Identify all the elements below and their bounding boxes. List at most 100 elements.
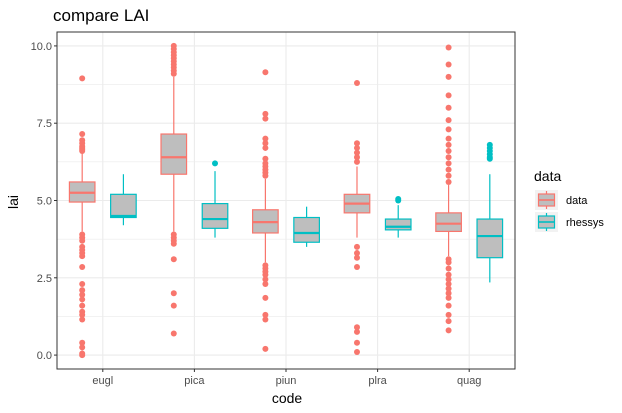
outlier-point <box>445 126 452 133</box>
legend-entry-rhessys: rhessys <box>535 212 604 232</box>
outlier-point <box>79 280 86 287</box>
outlier-point <box>79 352 86 359</box>
x-tick-label: eugl <box>92 375 113 387</box>
grid-major <box>57 32 515 369</box>
outlier-point <box>445 327 452 334</box>
outlier-point <box>353 80 360 87</box>
outlier-point <box>79 287 86 294</box>
legend-entry-data: data <box>535 190 588 210</box>
x-axis: eugl pica piun plra quag <box>92 369 481 387</box>
outlier-point <box>353 243 360 250</box>
outlier-point <box>353 149 360 156</box>
outlier-point <box>262 110 269 117</box>
x-tick-label: piun <box>276 375 297 387</box>
outlier-point <box>170 330 177 337</box>
outlier-point <box>262 294 269 301</box>
outlier-point <box>445 280 452 287</box>
box-rhessys-pica <box>201 160 229 238</box>
box-data-eugl <box>68 75 96 359</box>
y-tick-label: 10.0 <box>31 41 52 53</box>
outlier-point <box>445 302 452 309</box>
outlier-point <box>262 135 269 142</box>
outlier-point <box>445 73 452 80</box>
outlier-point <box>262 69 269 76</box>
outlier-point <box>445 44 452 51</box>
box-iqr <box>384 218 412 231</box>
y-tick-label: 5.0 <box>37 196 52 208</box>
outlier-point <box>353 339 360 346</box>
outlier-point <box>262 271 269 278</box>
outlier-point <box>445 172 452 179</box>
outlier-point <box>445 294 452 301</box>
box-rhessys-piun <box>293 206 320 247</box>
legend-label: rhessys <box>566 217 604 229</box>
outlier-point <box>445 166 452 173</box>
outlier-point <box>353 324 360 331</box>
box-data-quag <box>435 44 462 334</box>
box-iqr <box>435 212 462 233</box>
outlier-point <box>262 140 269 147</box>
outlier-point <box>445 276 452 283</box>
outlier-point <box>262 115 269 122</box>
y-axis: 0.0 2.5 5.0 7.5 10.0 <box>31 41 57 362</box>
box-rhessys-eugl <box>110 174 137 226</box>
outlier-point <box>445 92 452 99</box>
outlier-point <box>445 318 452 325</box>
legend-label: data <box>566 195 588 207</box>
outlier-point <box>79 253 86 260</box>
outlier-point <box>79 296 86 303</box>
outlier-point <box>353 144 360 151</box>
outlier-point <box>445 135 452 142</box>
outlier-point <box>445 117 452 124</box>
outlier-point <box>353 328 360 335</box>
outlier-point <box>79 263 86 270</box>
outlier-point <box>79 344 86 351</box>
outlier-point <box>353 140 360 147</box>
box-data-piun <box>252 69 279 352</box>
outlier-point <box>445 311 452 318</box>
x-axis-title: code <box>272 390 303 406</box>
x-tick-label: plra <box>368 375 387 387</box>
outlier-point <box>262 276 269 283</box>
x-tick-label: quag <box>457 375 481 387</box>
outlier-point <box>445 265 452 272</box>
outlier-point <box>79 302 86 309</box>
outlier-point <box>353 254 360 261</box>
box-data-pica <box>160 42 188 337</box>
outlier-point <box>170 240 177 247</box>
outlier-point <box>170 70 177 77</box>
y-tick-label: 7.5 <box>37 118 52 130</box>
outlier-point <box>445 285 452 292</box>
box-data-plra <box>343 80 371 355</box>
x-tick-label: pica <box>184 375 205 387</box>
outlier-point <box>262 172 269 179</box>
box-iqr <box>201 202 229 229</box>
y-axis-title: lai <box>5 195 21 209</box>
outlier-point <box>79 291 86 298</box>
outlier-point <box>445 259 452 266</box>
outlier-point <box>262 155 269 162</box>
outlier-point <box>445 290 452 297</box>
outlier-point <box>262 144 269 151</box>
outlier-point <box>170 290 177 297</box>
outlier-point <box>170 302 177 309</box>
outlier-point <box>445 271 452 278</box>
outlier-point <box>262 316 269 323</box>
outlier-point <box>79 131 86 138</box>
outlier-point <box>395 197 402 204</box>
outlier-point <box>79 75 86 82</box>
box-rhessys-quag <box>476 141 504 283</box>
outlier-point <box>445 154 452 161</box>
box-layer <box>68 42 504 359</box>
y-tick-label: 2.5 <box>37 273 52 285</box>
outlier-point <box>79 237 86 244</box>
outlier-point <box>353 158 360 165</box>
outlier-point <box>353 348 360 355</box>
outlier-point <box>353 250 360 257</box>
outlier-point <box>353 263 360 270</box>
outlier-point <box>262 280 269 287</box>
box-rhessys-plra <box>384 195 412 238</box>
box-iqr <box>110 193 137 219</box>
outlier-point <box>212 160 219 167</box>
